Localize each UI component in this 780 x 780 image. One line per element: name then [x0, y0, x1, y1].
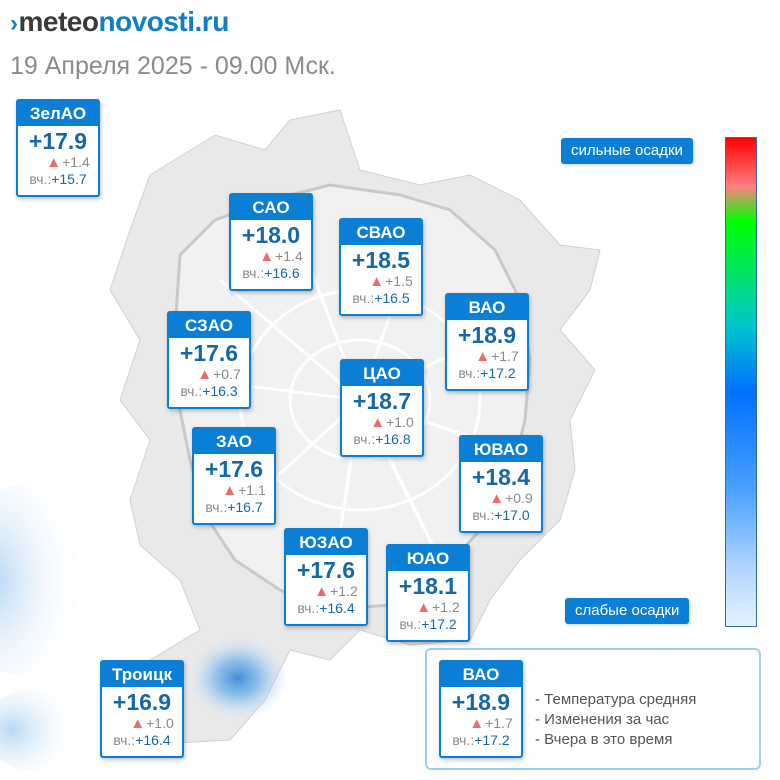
logo-chevron-icon: › [10, 10, 18, 37]
district-name: СВАО [341, 220, 421, 245]
district-card-sao: САО +18.0 ▲+1.4 вч.:+16.6 [229, 193, 313, 291]
legend-items: - Температура средняя - Изменения за час… [535, 690, 696, 750]
increase-triangle-icon: ▲ [46, 154, 62, 171]
hourly-change: ▲+0.9 [489, 490, 533, 507]
legend-item-yesterday: - Вчера в это время [535, 731, 673, 748]
district-card-cao: ЦАО +18.7 ▲+1.0 вч.:+16.8 [340, 359, 424, 457]
hourly-change: ▲+1.1 [222, 482, 266, 499]
district-card-zao: ЗАО +17.6 ▲+1.1 вч.:+16.7 [192, 427, 276, 525]
district-temperature: +18.0 [241, 222, 301, 248]
yesterday-temperature: вч.:+17.2 [399, 616, 457, 632]
district-card-vao: ВАО +18.9 ▲+1.7 вч.:+17.2 [445, 293, 529, 391]
date-time-subtitle: 19 Апреля 2025 - 09.00 Мск. [10, 52, 336, 80]
district-temperature: +18.5 [351, 247, 411, 273]
hourly-change: ▲+1.4 [259, 248, 303, 265]
district-temperature: +16.9 [112, 689, 172, 715]
site-logo[interactable]: ›meteonovosti.ru [10, 6, 229, 38]
yesterday-temperature: вч.:+17.2 [452, 732, 510, 748]
district-card-yuzao: ЮЗАО +17.6 ▲+1.2 вч.:+16.4 [284, 528, 368, 626]
precipitation [0, 485, 286, 770]
increase-triangle-icon: ▲ [314, 583, 330, 600]
hourly-change: ▲+1.2 [416, 599, 460, 616]
district-temperature: +17.6 [296, 557, 356, 583]
hourly-change: ▲+1.0 [370, 414, 414, 431]
yesterday-temperature: вч.:+16.4 [297, 600, 355, 616]
district-name: ЮЗАО [286, 530, 366, 555]
legend-item-hourly-change: - Изменения за час [535, 711, 670, 728]
increase-triangle-icon: ▲ [489, 490, 505, 507]
district-temperature: +18.1 [398, 573, 458, 599]
district-card-svao: СВАО +18.5 ▲+1.5 вч.:+16.5 [339, 218, 423, 316]
district-card-szao: СЗАО +17.6 ▲+0.7 вч.:+16.3 [167, 311, 251, 409]
increase-triangle-icon: ▲ [416, 599, 432, 616]
district-temperature: +18.4 [471, 464, 531, 490]
increase-triangle-icon: ▲ [259, 248, 275, 265]
district-name: Троицк [102, 662, 182, 687]
district-temperature: +17.6 [204, 456, 264, 482]
district-card-yuvao: ЮВАО +18.4 ▲+0.9 вч.:+17.0 [459, 435, 543, 533]
increase-triangle-icon: ▲ [197, 366, 213, 383]
district-temperature: +17.9 [28, 128, 88, 154]
hourly-change: ▲+1.2 [314, 583, 358, 600]
hourly-change: ▲+1.7 [469, 715, 513, 732]
increase-triangle-icon: ▲ [370, 414, 386, 431]
legend-sample-card: ВАО +18.9 ▲+1.7 вч.:+17.2 [439, 660, 523, 758]
hourly-change: ▲+1.7 [475, 348, 519, 365]
district-temperature: +17.6 [179, 340, 239, 366]
district-name: ВАО [441, 662, 521, 687]
yesterday-temperature: вч.:+16.4 [113, 732, 171, 748]
hourly-change: ▲+1.5 [369, 273, 413, 290]
yesterday-temperature: вч.:+17.2 [458, 365, 516, 381]
district-name: ЗАО [194, 429, 274, 454]
yesterday-temperature: вч.:+16.8 [353, 431, 411, 447]
yesterday-temperature: вч.:+16.7 [205, 499, 263, 515]
scale-label-light: слабые осадки [565, 598, 690, 624]
increase-triangle-icon: ▲ [369, 273, 385, 290]
increase-triangle-icon: ▲ [469, 715, 485, 732]
legend-box: ВАО +18.9 ▲+1.7 вч.:+17.2 - Температура … [425, 648, 761, 770]
logo-suffix: novosti.ru [98, 6, 229, 37]
district-temperature: +18.9 [451, 689, 511, 715]
increase-triangle-icon: ▲ [475, 348, 491, 365]
increase-triangle-icon: ▲ [222, 482, 238, 499]
district-name: СЗАО [169, 313, 249, 338]
hourly-change: ▲+1.0 [130, 715, 174, 732]
district-temperature: +18.9 [457, 322, 517, 348]
district-name: ЗелАО [18, 101, 98, 126]
yesterday-temperature: вч.:+16.3 [180, 383, 238, 399]
district-card-zelao: ЗелАО +17.9 ▲+1.4 вч.:+15.7 [16, 99, 100, 197]
district-name: ЦАО [342, 361, 422, 386]
district-card-yuao: ЮАО +18.1 ▲+1.2 вч.:+17.2 [386, 544, 470, 642]
yesterday-temperature: вч.:+16.5 [352, 290, 410, 306]
district-name: ВАО [447, 295, 527, 320]
yesterday-temperature: вч.:+15.7 [29, 171, 87, 187]
logo-prefix: meteo [18, 6, 99, 37]
district-name: ЮВАО [461, 437, 541, 462]
increase-triangle-icon: ▲ [130, 715, 146, 732]
scale-label-heavy: сильные осадки [561, 138, 693, 164]
precipitation-scale-bar [725, 137, 757, 627]
district-name: ЮАО [388, 546, 468, 571]
yesterday-temperature: вч.:+16.6 [242, 265, 300, 281]
district-card-troitsk: Троицк +16.9 ▲+1.0 вч.:+16.4 [100, 660, 184, 758]
district-name: САО [231, 195, 311, 220]
yesterday-temperature: вч.:+17.0 [472, 507, 530, 523]
district-temperature: +18.7 [352, 388, 412, 414]
legend-item-temperature: - Температура средняя [535, 691, 697, 708]
hourly-change: ▲+1.4 [46, 154, 90, 171]
hourly-change: ▲+0.7 [197, 366, 241, 383]
